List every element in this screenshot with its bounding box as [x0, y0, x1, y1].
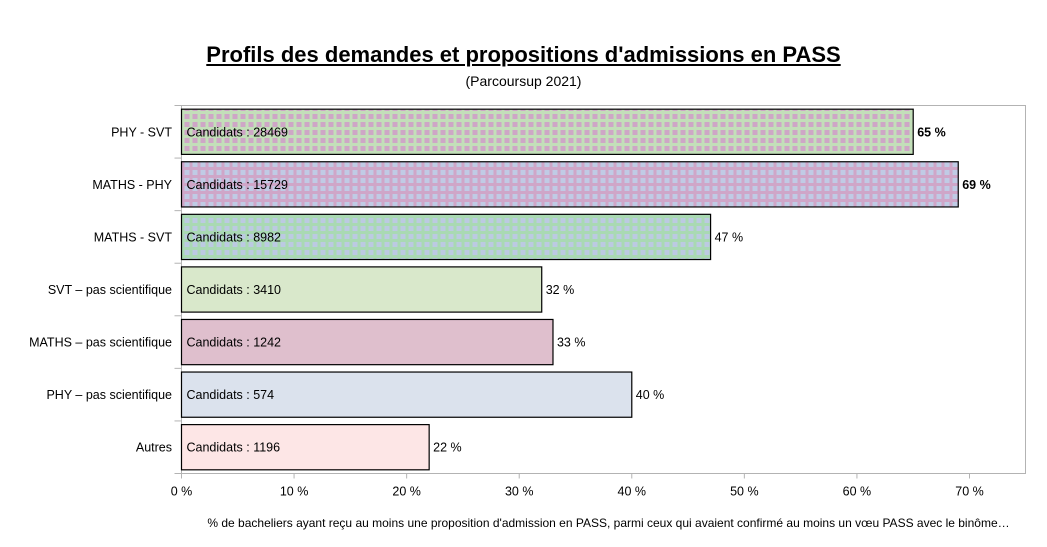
chart-title: Profils des demandes et propositions d'a…: [206, 42, 841, 67]
x-tick-label: 20 %: [392, 485, 421, 499]
bar-value-label: 22 %: [433, 441, 462, 455]
bar-value-label: 47 %: [715, 230, 744, 244]
bar-candidates-label: Candidats : 15729: [187, 178, 289, 192]
x-tick-label: 50 %: [730, 485, 759, 499]
bars: Candidats : 28469 65 % Candidats : 15729 69…: [180, 108, 991, 471]
x-tick-label: 70 %: [955, 485, 984, 499]
bar: [180, 424, 430, 471]
bar: [180, 161, 959, 208]
y-tick-label: PHY - SVT: [111, 125, 172, 139]
bar: [180, 213, 712, 261]
bar: [180, 108, 914, 155]
y-tick-label: MATHS - SVT: [94, 230, 173, 244]
bar-candidates-label: Candidats : 1196: [187, 441, 281, 455]
y-tick-label: PHY – pas scientifique: [46, 388, 172, 402]
bar-candidates-label: Candidats : 1242: [187, 336, 282, 350]
x-tick-label: 30 %: [505, 485, 534, 499]
bar-candidates-label: Candidats : 3410: [187, 283, 282, 297]
y-axis-labels: PHY - SVT MATHS - PHY MATHS - SVT SVT – pas…: [29, 125, 173, 454]
bar-value-label: 32 %: [546, 283, 575, 297]
chart-subtitle: (Parcoursup 2021): [465, 73, 582, 89]
bar-candidates-label: Candidats : 574: [187, 388, 275, 402]
bar-value-label: 33 %: [557, 336, 586, 350]
bar: [180, 318, 554, 366]
y-tick-label: MATHS – pas scientifique: [29, 336, 172, 350]
y-tick-label: Autres: [136, 441, 172, 455]
x-tick-label: 40 %: [618, 485, 647, 499]
bar: [180, 371, 633, 418]
bar-value-label: 69 %: [962, 178, 991, 192]
y-axis-ticks: [174, 105, 182, 474]
x-tick-label: 60 %: [843, 485, 872, 499]
x-tick-label: 0 %: [171, 485, 193, 499]
bar-value-label: 65 %: [917, 125, 946, 139]
bar: [180, 266, 543, 313]
x-tick-label: 10 %: [280, 485, 309, 499]
y-tick-label: MATHS - PHY: [92, 178, 172, 192]
y-tick-label: SVT – pas scientifique: [48, 283, 172, 297]
bar-value-label: 40 %: [636, 388, 665, 402]
bar-candidates-label: Candidats : 28469: [187, 125, 289, 139]
x-axis-title: % de bacheliers ayant reçu au moins une …: [207, 516, 1010, 530]
bar-candidates-label: Candidats : 8982: [187, 230, 282, 244]
x-axis: 0 % 10 % 20 % 30 % 40 % 50 % 60 % 70 %: [171, 473, 1026, 499]
